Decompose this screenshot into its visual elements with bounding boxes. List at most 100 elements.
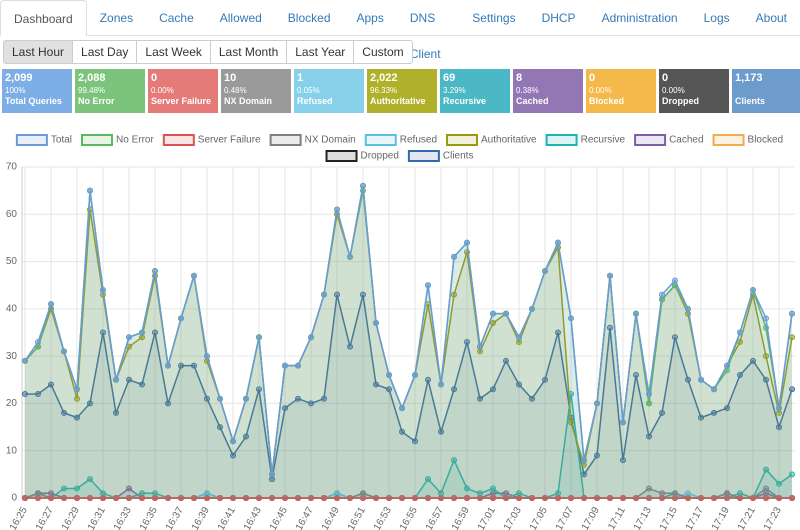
data-point (529, 395, 535, 402)
stat-label: Server Failure (151, 96, 212, 106)
stat-value: 10 (224, 72, 237, 84)
data-point (529, 495, 535, 501)
data-point (347, 343, 353, 350)
nav-tab[interactable]: Cache (159, 11, 194, 25)
x-tick-label: 16:57 (424, 505, 446, 530)
stat-card[interactable]: 0 0.00% Dropped (659, 69, 729, 113)
range-button[interactable]: Last Day (72, 40, 138, 64)
data-point (178, 362, 184, 369)
stat-label: Cached (516, 96, 549, 106)
nav-tab[interactable]: DHCP (541, 11, 576, 25)
data-point (74, 395, 80, 402)
stat-card[interactable]: 2,022 96.33% Authoritative (367, 69, 437, 113)
stat-percent: 0.00% (151, 86, 174, 95)
data-point (568, 315, 574, 322)
stat-percent: 96.33% (370, 86, 398, 95)
data-point (763, 485, 769, 492)
data-point (711, 386, 717, 393)
data-point (74, 485, 80, 492)
y-tick-label: 0 (11, 493, 17, 504)
data-point (87, 187, 93, 194)
data-point (672, 277, 678, 284)
data-point (425, 376, 431, 383)
stat-label: Total Queries (5, 96, 62, 106)
data-point (295, 362, 301, 369)
stat-card[interactable]: 69 3.29% Recursive (440, 69, 510, 113)
data-point (451, 386, 457, 393)
data-point (789, 495, 795, 501)
data-point (776, 495, 782, 501)
data-point (451, 253, 457, 260)
nav-tab[interactable]: Allowed (219, 11, 262, 25)
stat-card[interactable]: 2,099 100% Total Queries (2, 69, 72, 113)
nav-tab[interactable]: Dashboard (0, 0, 87, 36)
data-point (750, 286, 756, 293)
data-point (763, 466, 769, 473)
range-button[interactable]: Last Week (136, 40, 211, 64)
data-point (399, 428, 405, 435)
x-tick-label: 16:41 (216, 505, 238, 530)
nav-tab[interactable]: Zones (99, 11, 134, 25)
range-button[interactable]: Last Hour (3, 40, 74, 64)
data-point (87, 476, 93, 483)
nav-tab[interactable]: DNS Client (409, 11, 441, 61)
data-point (230, 495, 236, 501)
range-button[interactable]: Last Year (286, 40, 355, 64)
data-point (360, 182, 366, 189)
stat-card[interactable]: 0 0.00% Blocked (586, 69, 656, 113)
nav-tab[interactable]: Administration (601, 11, 678, 25)
stat-label: Refused (297, 96, 333, 106)
data-point (113, 409, 119, 416)
stat-value: 0 (589, 72, 596, 84)
data-point (126, 485, 132, 492)
data-point (373, 320, 379, 327)
data-point (22, 390, 28, 397)
data-point (139, 329, 145, 336)
data-point (165, 495, 171, 501)
data-point (555, 329, 561, 336)
legend-label: Refused (400, 135, 437, 146)
data-point (789, 310, 795, 317)
data-point (685, 305, 691, 312)
legend-swatch (269, 134, 302, 146)
x-tick-label: 16:27 (34, 505, 56, 530)
x-tick-label: 17:03 (502, 505, 524, 530)
stat-card[interactable]: 8 0.38% Cached (513, 69, 583, 113)
data-point (295, 395, 301, 402)
data-point (646, 400, 652, 407)
stat-card[interactable]: 1 0.05% Refused (294, 69, 364, 113)
stat-card[interactable]: 10 0.48% NX Domain (221, 69, 291, 113)
nav-tab[interactable]: Settings (472, 11, 516, 25)
data-point (48, 495, 54, 501)
data-point (542, 495, 548, 501)
nav-tab[interactable]: About (755, 11, 787, 25)
range-button[interactable]: Last Month (209, 40, 288, 64)
data-point (48, 381, 54, 388)
data-point (126, 495, 132, 501)
legend-label: Cached (669, 135, 703, 146)
y-tick-label: 10 (6, 445, 18, 456)
data-point (87, 495, 93, 501)
stat-card[interactable]: 1,173 Clients (732, 69, 800, 113)
legend-swatch (446, 134, 479, 146)
data-point (152, 329, 158, 336)
series-area (25, 185, 792, 498)
nav-tab[interactable]: Blocked (287, 11, 331, 25)
data-point (529, 305, 535, 312)
data-point (503, 495, 509, 501)
nav-tab[interactable]: Logs (703, 11, 730, 25)
legend-swatch (407, 150, 440, 162)
x-tick-label: 17:19 (710, 505, 732, 530)
x-tick-label: 17:15 (658, 505, 680, 530)
stat-card[interactable]: 0 0.00% Server Failure (148, 69, 218, 113)
data-point (373, 381, 379, 388)
data-point (698, 495, 704, 501)
x-tick-label: 17:11 (606, 505, 628, 530)
stat-card[interactable]: 2,088 99.48% No Error (75, 69, 145, 113)
nav-tab[interactable]: Apps (356, 11, 384, 25)
series-line (24, 185, 793, 475)
data-point (490, 495, 496, 501)
data-point (48, 301, 54, 308)
range-button[interactable]: Custom (353, 40, 413, 64)
